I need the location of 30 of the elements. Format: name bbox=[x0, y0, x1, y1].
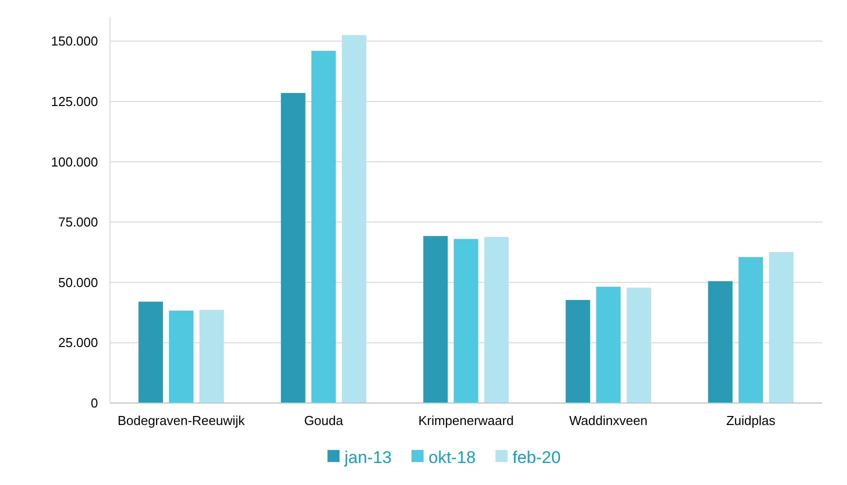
bar bbox=[168, 310, 194, 403]
x-tick-label: Krimpenerwaard bbox=[418, 413, 514, 428]
bar bbox=[454, 238, 478, 403]
bar bbox=[423, 236, 448, 403]
bar bbox=[769, 252, 794, 403]
y-tick-label: 100.000 bbox=[51, 154, 98, 170]
bar bbox=[484, 237, 509, 403]
legend-label: feb-20 bbox=[512, 448, 561, 467]
legend-label: jan-13 bbox=[344, 448, 392, 467]
bar bbox=[708, 281, 733, 403]
legend-label: okt-18 bbox=[428, 448, 476, 467]
bar bbox=[280, 92, 306, 403]
bar bbox=[342, 35, 366, 403]
y-tick-label: 75.000 bbox=[58, 214, 98, 230]
bar bbox=[738, 257, 764, 403]
x-tick-label: Waddinxveen bbox=[569, 413, 648, 428]
y-tick-label: 125.000 bbox=[51, 94, 98, 109]
bar bbox=[199, 310, 224, 403]
bar bbox=[311, 50, 336, 403]
y-tick-label: 0 bbox=[90, 396, 98, 411]
y-tick-label: 25.000 bbox=[58, 335, 98, 350]
x-tick-label: Gouda bbox=[304, 413, 344, 428]
bar bbox=[138, 302, 163, 403]
y-tick-label: 150.000 bbox=[51, 34, 98, 49]
bar bbox=[596, 286, 621, 403]
x-tick-label: Bodegraven-Reeuwijk bbox=[118, 413, 246, 428]
y-tick-label: 50.000 bbox=[58, 274, 98, 290]
bar bbox=[626, 288, 652, 403]
x-tick-label: Zuidplas bbox=[726, 413, 776, 428]
bar bbox=[566, 300, 590, 403]
